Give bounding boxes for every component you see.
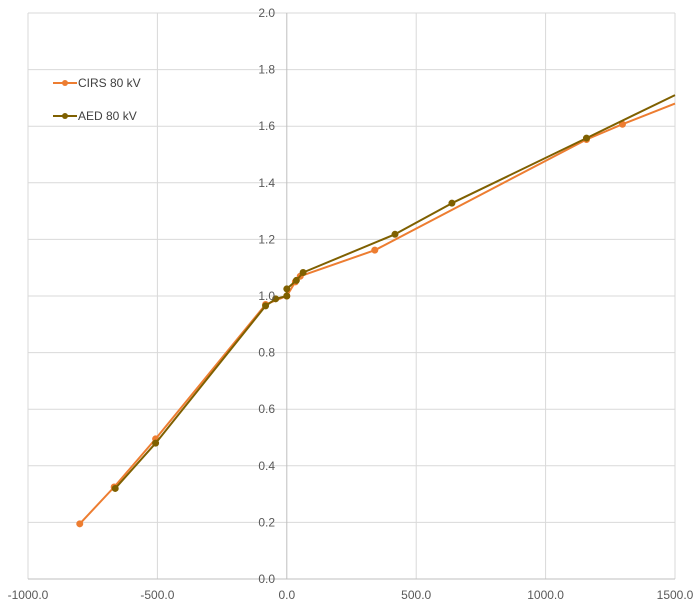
- x-tick-label: -1000.0: [8, 588, 49, 602]
- data-point-aed: [582, 134, 590, 142]
- gridlines: [27, 12, 676, 579]
- y-tick-label: 2.0: [258, 6, 275, 20]
- series-line-cirs: [79, 102, 676, 525]
- x-tick-label: 1500.0: [657, 588, 694, 602]
- y-tick-label: 0.6: [258, 402, 275, 416]
- y-tick-label: 0.4: [258, 459, 275, 473]
- data-point-aed: [152, 439, 160, 447]
- legend: CIRS 80 kV AED 80 kV: [53, 76, 141, 123]
- y-tick-label: 0.2: [258, 515, 275, 529]
- legend-item-cirs: CIRS 80 kV: [53, 76, 141, 90]
- y-tick-label: 1.8: [258, 63, 275, 77]
- x-tick-label: 0.0: [278, 588, 295, 602]
- data-point-aed: [283, 285, 291, 293]
- data-point-aed: [111, 484, 119, 492]
- legend-item-aed: AED 80 kV: [53, 109, 137, 123]
- legend-label-aed: AED 80 kV: [78, 109, 137, 123]
- y-tick-label: 1.0: [258, 289, 275, 303]
- data-point-aed: [262, 302, 270, 310]
- data-point-aed: [391, 230, 399, 238]
- y-tick-label: 1.2: [258, 232, 275, 246]
- x-tick-label: 500.0: [401, 588, 431, 602]
- x-tick-label: -500.0: [140, 588, 174, 602]
- plot-area: [76, 94, 676, 528]
- data-point-aed: [283, 292, 291, 300]
- y-tick-label: 1.6: [258, 119, 275, 133]
- legend-marker-cirs: [62, 80, 68, 86]
- legend-label-cirs: CIRS 80 kV: [78, 76, 141, 90]
- data-point-cirs: [371, 246, 379, 254]
- y-tick-label: 0.8: [258, 346, 275, 360]
- series-line-aed: [114, 94, 676, 490]
- data-point-aed: [448, 199, 456, 207]
- data-point-aed: [299, 269, 307, 277]
- legend-marker-aed: [62, 113, 68, 119]
- tick-labels: -1000.0 -500.0 0.0 500.0 1000.0 1500.0 0.0 0.2 0…: [8, 6, 694, 602]
- data-point-aed: [292, 276, 300, 284]
- x-tick-label: 1000.0: [527, 588, 564, 602]
- data-point-cirs: [76, 520, 84, 528]
- data-point-aed: [272, 295, 280, 303]
- y-tick-label: 1.4: [258, 176, 275, 190]
- y-tick-label: 0.0: [258, 572, 275, 586]
